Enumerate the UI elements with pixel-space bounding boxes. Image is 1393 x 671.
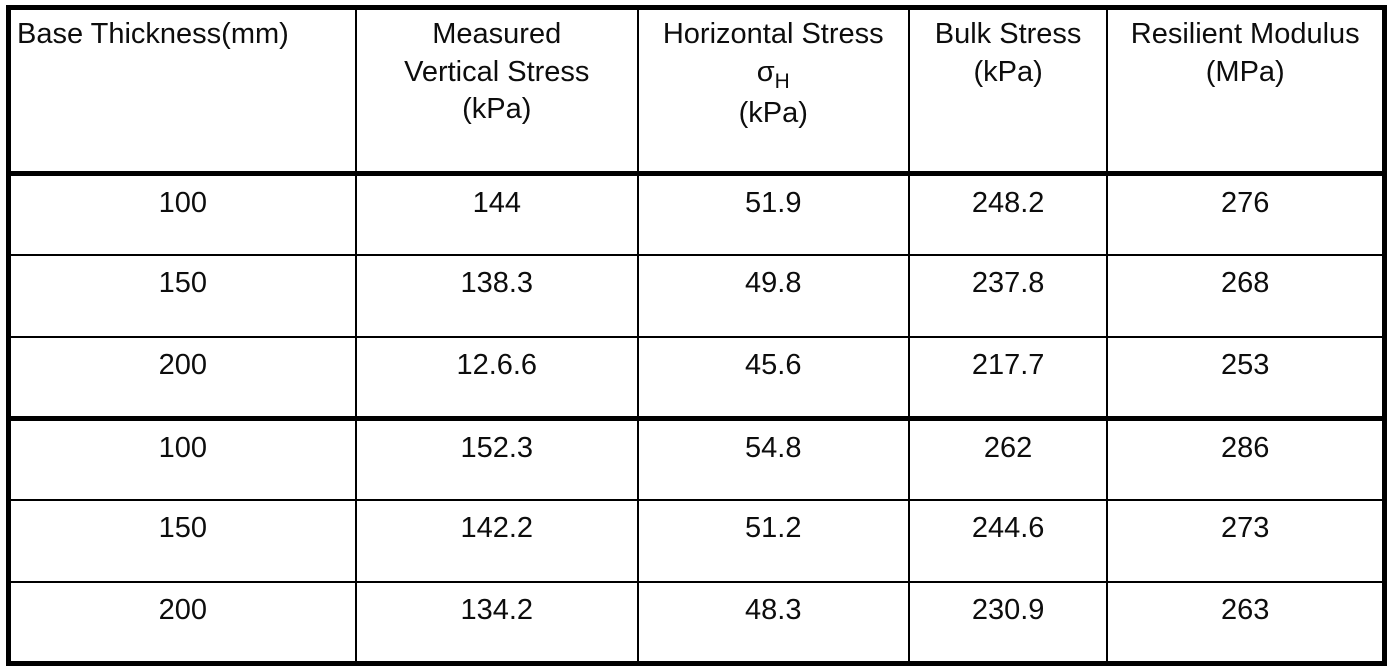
header-measured-vertical-stress: Measured Vertical Stress (kPa) bbox=[354, 6, 639, 176]
table-cell: 51.2 bbox=[636, 499, 910, 583]
table-row: 150 142.2 51.2 244.6 273 bbox=[7, 499, 1386, 583]
header-line: Base Thickness(mm) bbox=[17, 18, 289, 50]
table-row: 100 144 51.9 248.2 276 bbox=[7, 172, 1386, 257]
table-cell: 217.7 bbox=[907, 335, 1109, 420]
table-row: 150 138.3 49.8 237.8 268 bbox=[7, 254, 1386, 338]
table-cell: 150 bbox=[7, 254, 357, 338]
table-cell: 45.6 bbox=[636, 335, 910, 420]
table-cell: 150 bbox=[7, 499, 357, 583]
results-table: Base Thickness(mm) Measured Vertical Str… bbox=[6, 5, 1387, 666]
table-cell: 286 bbox=[1106, 415, 1386, 502]
sigma-symbol: σ bbox=[756, 55, 775, 88]
table-cell: 134.2 bbox=[354, 580, 639, 665]
sigma-subscript: H bbox=[774, 69, 790, 93]
header-bulk-stress: Bulk Stress (kPa) bbox=[907, 6, 1109, 176]
table-row: 200 134.2 48.3 230.9 263 bbox=[7, 580, 1386, 665]
header-line: Bulk Stress bbox=[934, 18, 1082, 50]
table-cell: 144 bbox=[354, 172, 639, 257]
table-row: 100 152.3 54.8 262 286 bbox=[7, 415, 1386, 502]
header-row: Base Thickness(mm) Measured Vertical Str… bbox=[7, 6, 1386, 176]
header-line: Vertical Stress bbox=[404, 55, 590, 88]
table-cell: 200 bbox=[7, 335, 357, 420]
table-cell: 49.8 bbox=[636, 254, 910, 338]
table-cell: 244.6 bbox=[907, 499, 1109, 583]
header-resilient-modulus: Resilient Modulus (MPa) bbox=[1106, 6, 1386, 176]
table-cell: 48.3 bbox=[636, 580, 910, 665]
sigma-symbol-line: σH bbox=[640, 54, 907, 95]
table-cell: 230.9 bbox=[907, 580, 1109, 665]
table-cell: 142.2 bbox=[354, 499, 639, 583]
table-cell: 200 bbox=[7, 580, 357, 665]
table-cell: 253 bbox=[1106, 335, 1386, 420]
table-cell: 262 bbox=[907, 415, 1109, 502]
table-row: 200 12.6.6 45.6 217.7 253 bbox=[7, 335, 1386, 420]
header-line: Measured bbox=[432, 18, 562, 50]
header-line: (kPa) bbox=[462, 93, 532, 126]
header-line: (MPa) bbox=[1205, 55, 1285, 88]
header-line: Horizontal Stress bbox=[662, 18, 884, 50]
table-cell: 237.8 bbox=[907, 254, 1109, 338]
table-cell: 12.6.6 bbox=[354, 335, 639, 420]
header-base-thickness: Base Thickness(mm) bbox=[7, 6, 357, 176]
table-cell: 51.9 bbox=[636, 172, 910, 257]
table-cell: 273 bbox=[1106, 499, 1386, 583]
header-line: (kPa) bbox=[973, 55, 1043, 88]
table-cell: 248.2 bbox=[907, 172, 1109, 257]
header-line: Resilient Modulus bbox=[1130, 18, 1360, 50]
table-cell: 138.3 bbox=[354, 254, 639, 338]
table-cell: 100 bbox=[7, 172, 357, 257]
table-cell: 276 bbox=[1106, 172, 1386, 257]
table-cell: 152.3 bbox=[354, 415, 639, 502]
table-cell: 54.8 bbox=[636, 415, 910, 502]
table-cell: 100 bbox=[7, 415, 357, 502]
header-horizontal-stress: Horizontal Stress σH (kPa) bbox=[636, 6, 910, 176]
header-line: (kPa) bbox=[738, 96, 808, 129]
table-cell: 268 bbox=[1106, 254, 1386, 338]
table-cell: 263 bbox=[1106, 580, 1386, 665]
